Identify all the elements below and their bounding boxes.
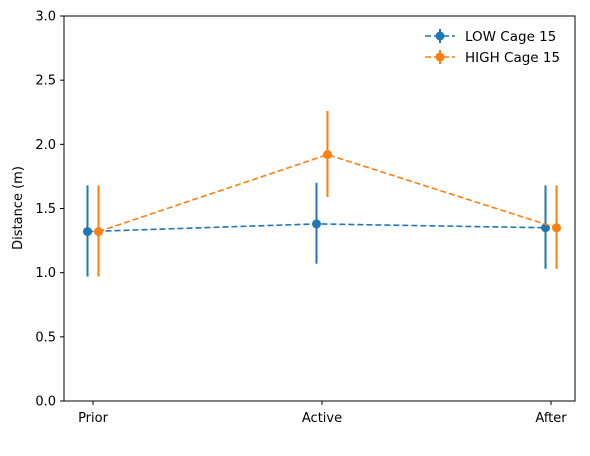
x-tick-label: Active	[302, 411, 342, 426]
series-layer	[83, 110, 561, 277]
legend: LOW Cage 15 HIGH Cage 15	[425, 29, 560, 66]
data-point	[312, 219, 321, 229]
y-tick-label: 1.5	[35, 202, 56, 217]
y-tick-label: 1.0	[35, 266, 56, 281]
y-tick-label: 0.5	[35, 330, 56, 345]
y-tick-label: 2.5	[35, 74, 56, 89]
y-tick-label: 0.0	[35, 395, 56, 410]
y-tick-label: 2.0	[35, 138, 56, 153]
series-line	[98, 153, 557, 233]
series-high-cage-15	[94, 110, 561, 277]
legend-marker	[435, 52, 445, 62]
y-axis-label: Distance (m)	[11, 166, 26, 250]
axes-frame	[63, 15, 576, 402]
legend-entry: LOW Cage 15	[425, 29, 556, 45]
data-point	[552, 223, 561, 233]
y-tick-label: 3.0	[35, 10, 56, 25]
data-point	[323, 150, 332, 160]
series-low-cage-15	[83, 182, 550, 277]
legend-marker	[435, 31, 445, 41]
y-axis-ticks: 0.0 0.5 1.0 1.5 2.0 2.5 3.0	[35, 10, 64, 410]
data-point	[94, 227, 103, 237]
data-point	[83, 227, 92, 237]
x-tick-label: After	[535, 411, 567, 426]
legend-entry: HIGH Cage 15	[425, 50, 560, 66]
plot-frame	[63, 15, 576, 402]
x-tick-label: Prior	[78, 411, 109, 426]
legend-label: LOW Cage 15	[465, 29, 556, 45]
x-axis-ticks: Prior Active After	[78, 401, 567, 426]
legend-label: HIGH Cage 15	[465, 50, 560, 66]
